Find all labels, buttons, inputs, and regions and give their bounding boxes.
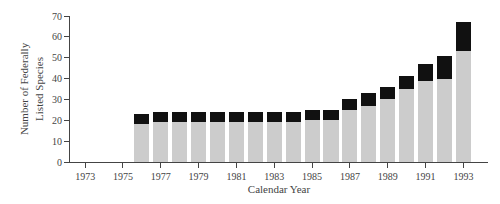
svg-text:Calendar Year: Calendar Year (248, 183, 311, 195)
svg-text:1993: 1993 (453, 171, 473, 182)
svg-text:1989: 1989 (378, 171, 398, 182)
svg-text:1987: 1987 (340, 171, 360, 182)
svg-text:10: 10 (52, 136, 62, 147)
svg-text:1981: 1981 (226, 171, 246, 182)
svg-text:40: 40 (52, 73, 62, 84)
svg-text:20: 20 (52, 115, 62, 126)
svg-text:0: 0 (57, 157, 62, 168)
svg-text:30: 30 (52, 94, 62, 105)
svg-text:1973: 1973 (75, 171, 95, 182)
svg-text:1975: 1975 (113, 171, 133, 182)
svg-text:Number of FederallyListed Spec: Number of FederallyListed Species (18, 42, 44, 135)
svg-text:70: 70 (52, 11, 62, 22)
svg-text:50: 50 (52, 52, 62, 63)
svg-text:60: 60 (52, 31, 62, 42)
svg-text:1991: 1991 (416, 171, 436, 182)
svg-text:1977: 1977 (151, 171, 171, 182)
svg-text:1983: 1983 (264, 171, 284, 182)
svg-text:1979: 1979 (189, 171, 209, 182)
svg-text:1985: 1985 (302, 171, 322, 182)
